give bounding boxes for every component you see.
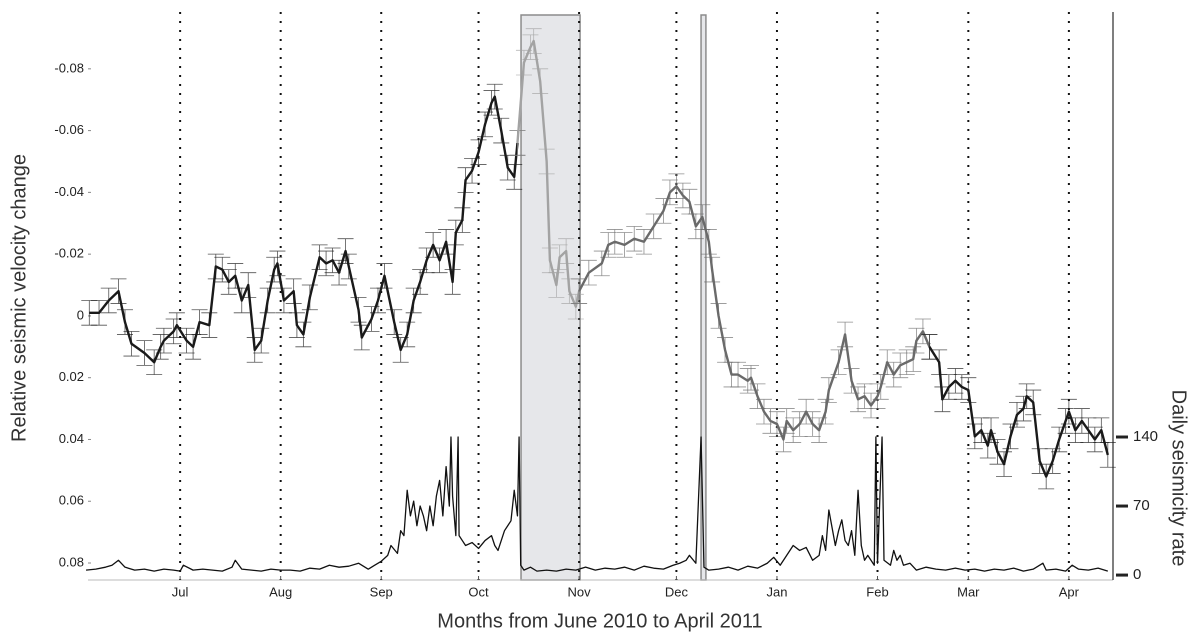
y-tick-label: 0.02 bbox=[59, 369, 84, 384]
y2-tick-label: 0 bbox=[1133, 566, 1141, 583]
y-tick-label: -0.06 bbox=[54, 122, 84, 137]
velocity-line bbox=[578, 185, 931, 441]
y-tick-label: -0.02 bbox=[54, 246, 84, 261]
x-tick-label: Apr bbox=[1059, 584, 1080, 599]
y-tick-label: 0.06 bbox=[59, 493, 84, 508]
x-tick-label: Aug bbox=[269, 584, 292, 599]
error-bar bbox=[1099, 442, 1116, 468]
x-tick-label: Sep bbox=[370, 584, 393, 599]
seismicity-line bbox=[85, 436, 1108, 572]
velocity-line bbox=[928, 346, 1109, 478]
y2-axis-label: Daily seismicity rate bbox=[1168, 390, 1190, 567]
y-tick-label: 0.04 bbox=[59, 431, 84, 446]
y2-tick-label: 70 bbox=[1133, 497, 1150, 514]
velocity-line bbox=[516, 39, 581, 308]
y-tick-label: -0.08 bbox=[54, 60, 84, 75]
y-axis-label: Relative seismic velocity change bbox=[8, 154, 30, 442]
velocity-line bbox=[89, 95, 519, 364]
y-tick-label: 0.08 bbox=[59, 554, 84, 569]
x-tick-label: Jan bbox=[766, 584, 787, 599]
x-tick-label: Jul bbox=[172, 584, 189, 599]
y-tick-label: -0.04 bbox=[54, 184, 84, 199]
error-bar bbox=[921, 334, 938, 360]
x-tick-label: Dec bbox=[665, 584, 689, 599]
x-tick-label: Feb bbox=[866, 584, 888, 599]
y2-tick-label: 140 bbox=[1133, 428, 1158, 445]
y-tick-label: 0 bbox=[77, 307, 84, 322]
x-tick-label: Nov bbox=[568, 584, 592, 599]
x-axis-label: Months from June 2010 to April 2011 bbox=[437, 610, 762, 632]
x-tick-label: Oct bbox=[468, 584, 489, 599]
x-tick-label: Mar bbox=[957, 584, 980, 599]
